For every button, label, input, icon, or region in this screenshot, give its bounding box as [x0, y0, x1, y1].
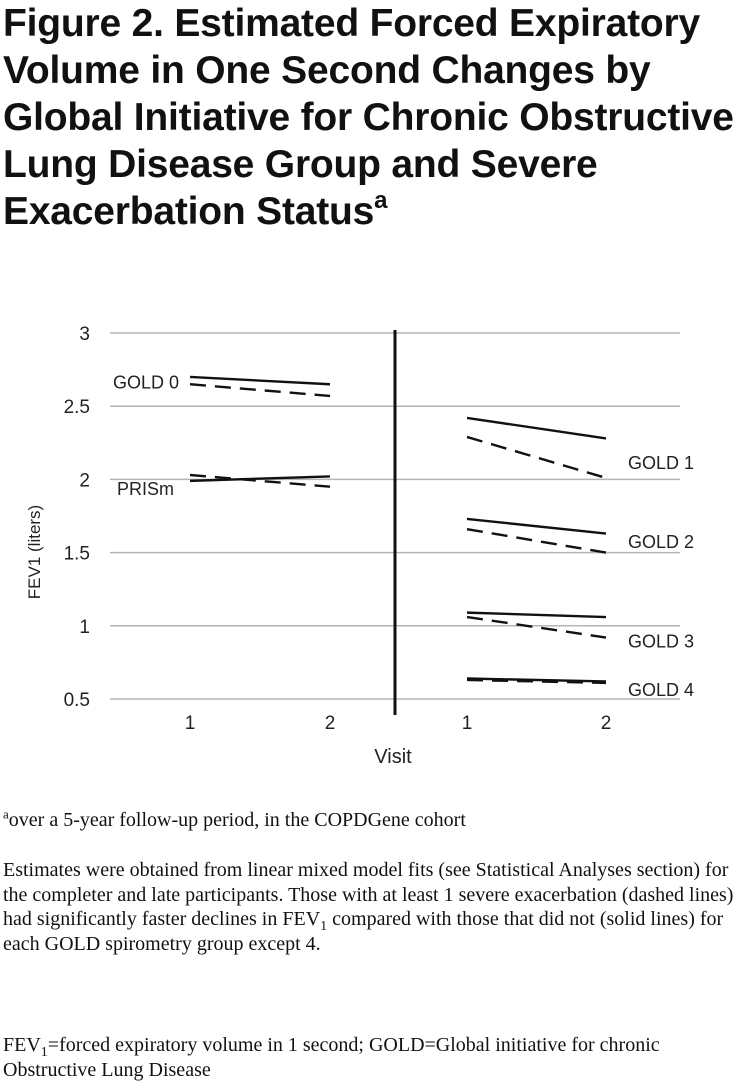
note-paragraph-1: Estimates were obtained from linear mixe…	[3, 858, 743, 956]
y-tick-label-2: 2	[79, 470, 90, 491]
figure-title-text: Figure 2. Estimated Forced Expiratory Vo…	[3, 2, 734, 233]
note-1-text-b: compared with those that did not (solid …	[3, 908, 724, 955]
y-tick-label-1-5: 1.5	[64, 544, 90, 565]
gold-1-solid-line	[466, 416, 607, 440]
y-tick-label-3: 3	[79, 324, 90, 345]
gold-3-solid-line	[466, 611, 607, 619]
gold-2-solid-line	[466, 517, 607, 535]
gold-1-label: GOLD 1	[628, 453, 694, 473]
gold-0-label: GOLD 0	[113, 372, 179, 392]
footnote: aover a 5-year follow-up period, in the …	[3, 806, 743, 832]
gold-4-solid-line	[466, 677, 607, 683]
note-2-text-b: =forced expiratory volume in 1 second; G…	[3, 1034, 660, 1081]
y-tick-labels: 0.5 1 1.5 2 2.5 3	[64, 324, 90, 711]
prism-solid-line	[189, 475, 331, 483]
gold-3-dashed-line	[466, 615, 607, 639]
group-labels: GOLD 0 PRISm GOLD 1 GOLD 2 GOLD 3 GOLD 4	[113, 372, 694, 699]
gold-3-label: GOLD 3	[628, 631, 694, 651]
gold-1-dashed-line	[466, 435, 607, 480]
x-tick-label-panel2-2: 2	[601, 713, 612, 734]
gold-2-label: GOLD 2	[628, 532, 694, 552]
footnote-text: over a 5-year follow-up period, in the C…	[8, 809, 466, 831]
y-tick-label-2-5: 2.5	[64, 397, 90, 418]
gold-4-label: GOLD 4	[628, 680, 694, 700]
x-tick-label-panel2-1: 1	[462, 713, 473, 734]
note-2-text-a: FEV	[3, 1034, 41, 1056]
x-tick-label-panel1-1: 1	[185, 713, 196, 734]
figure-title-superscript: a	[374, 187, 388, 214]
x-axis-label: Visit	[374, 746, 412, 768]
y-tick-label-0-5: 0.5	[64, 690, 90, 711]
y-tick-label-1: 1	[79, 617, 90, 638]
gold-4-dashed-line	[466, 678, 607, 685]
gold-2-dashed-line	[466, 527, 607, 554]
note-1-subscript: 1	[320, 919, 328, 934]
note-paragraph-2: FEV1=forced expiratory volume in 1 secon…	[3, 1033, 743, 1082]
series-lines	[189, 375, 607, 685]
note-2-subscript: 1	[40, 1045, 48, 1060]
note-1-text-a: Estimates were obtained from linear mixe…	[3, 859, 734, 930]
x-tick-labels: 1 2 1 2	[185, 713, 612, 734]
footnote-marker: a	[3, 806, 9, 822]
y-axis-label: FEV1 (liters)	[25, 505, 44, 599]
prism-label: PRISm	[117, 479, 174, 499]
figure-title: Figure 2. Estimated Forced Expiratory Vo…	[3, 0, 743, 235]
x-tick-label-panel1-2: 2	[325, 713, 336, 734]
gold-0-solid-line	[189, 375, 331, 386]
gold-0-dashed-line	[189, 383, 331, 398]
